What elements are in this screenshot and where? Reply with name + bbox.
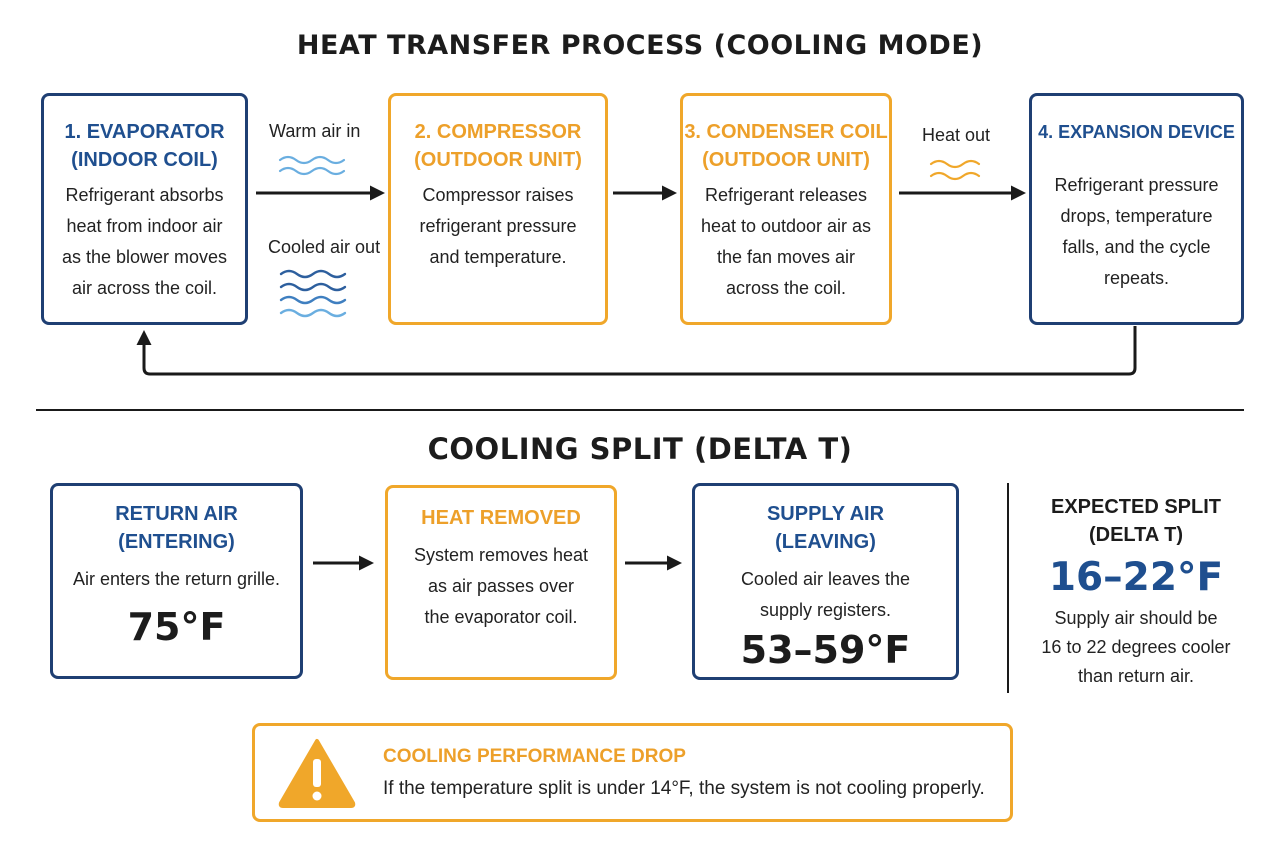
supply-air-box: SUPPLY AIR (LEAVING) Cooled air leaves t… <box>692 483 959 680</box>
split-title: COOLING SPLIT (DELTA T) <box>427 432 853 466</box>
warning-banner: COOLING PERFORMANCE DROP If the temperat… <box>252 723 1013 822</box>
return-air-box: RETURN AIR (ENTERING) Air enters the ret… <box>50 483 303 679</box>
cooled-air-out-label: Cooled air out <box>268 237 381 257</box>
warning-body: If the temperature split is under 14°F, … <box>383 778 985 799</box>
warm-air-wave-icon <box>278 155 346 176</box>
step-condenser-title: 3. CONDENSER COIL (OUTDOOR UNIT) <box>684 121 888 171</box>
heat-out-wave-icon <box>929 159 981 181</box>
expected-split-body: Supply air should be 16 to 22 degrees co… <box>1041 608 1231 686</box>
supply-air-body: Cooled air leaves the supply registers. <box>740 569 911 620</box>
heat-removed-body: System removes heat as air passes over t… <box>413 545 589 627</box>
step-evaporator-title: 1. EVAPORATOR (INDOOR COIL) <box>64 121 225 171</box>
supply-air-temp: 53–59°F <box>740 628 911 672</box>
return-air-title: RETURN AIR (ENTERING) <box>115 503 238 553</box>
step-expansion-body: Refrigerant pressure drops, temperature … <box>1054 175 1219 288</box>
heat-removed-title: HEAT REMOVED <box>421 507 581 529</box>
expected-split-title: EXPECTED SPLIT (DELTA T) <box>1050 496 1222 546</box>
supply-air-title: SUPPLY AIR (LEAVING) <box>766 503 885 553</box>
expected-split-value: 16–22°F <box>1048 555 1224 600</box>
step-expansion-title: 4. EXPANSION DEVICE <box>1038 122 1235 142</box>
step-evaporator-body: Refrigerant absorbs heat from indoor air… <box>61 185 228 298</box>
warm-air-in-label: Warm air in <box>269 121 361 141</box>
expected-split-panel: EXPECTED SPLIT (DELTA T) 16–22°F Supply … <box>1018 493 1254 691</box>
step-expansion-device: 4. EXPANSION DEVICE Refrigerant pressure… <box>1029 93 1244 325</box>
process-title: HEAT TRANSFER PROCESS (COOLING MODE) <box>296 30 984 61</box>
step-condenser: 3. CONDENSER COIL (OUTDOOR UNIT) Refrige… <box>680 93 892 325</box>
return-air-temp: 75°F <box>127 605 226 649</box>
step-compressor-title: 2. COMPRESSOR (OUTDOOR UNIT) <box>414 121 582 171</box>
step-compressor-body: Compressor raises refrigerant pressure a… <box>419 185 577 267</box>
return-air-body: Air enters the return grille. <box>72 569 281 589</box>
warning-title: COOLING PERFORMANCE DROP <box>383 746 686 767</box>
arrow-cycle-return <box>136 326 1137 376</box>
cooled-air-wave-icon <box>279 269 347 318</box>
step-compressor: 2. COMPRESSOR (OUTDOOR UNIT) Compressor … <box>388 93 608 325</box>
warning-triangle-icon <box>278 739 356 808</box>
heat-removed-box: HEAT REMOVED System removes heat as air … <box>385 485 617 680</box>
step-evaporator: 1. EVAPORATOR (INDOOR COIL) Refrigerant … <box>41 93 248 325</box>
step-condenser-body: Refrigerant releases heat to outdoor air… <box>700 185 872 298</box>
heat-out-label: Heat out <box>922 125 991 145</box>
